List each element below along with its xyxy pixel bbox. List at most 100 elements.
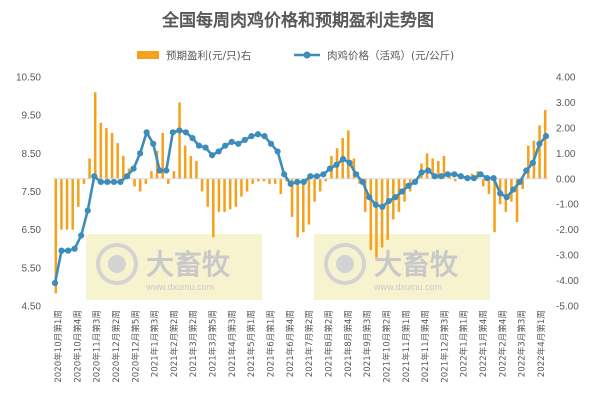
profit-bar xyxy=(138,178,142,192)
profit-bar xyxy=(65,178,69,230)
profit-bar xyxy=(538,125,541,179)
profit-bar xyxy=(268,178,271,184)
profit-bar xyxy=(77,178,80,207)
profit-bar xyxy=(347,130,350,179)
profit-bar xyxy=(290,178,294,217)
price-point xyxy=(123,173,131,180)
x-tick-label: 2020年12月第2周 xyxy=(110,310,122,383)
right-tick-label: -2.00 xyxy=(556,225,579,236)
x-tick-label: 2021年8月第4周 xyxy=(342,310,354,377)
price-point xyxy=(110,178,118,186)
price-point xyxy=(536,140,543,147)
price-point xyxy=(261,133,268,140)
price-point xyxy=(372,201,379,208)
x-tick-label: 2021年12月第3周 xyxy=(438,310,450,383)
profit-bar xyxy=(521,178,524,189)
price-point xyxy=(516,178,523,186)
price-point xyxy=(267,140,275,147)
x-tick-label: 2021年1月第3周 xyxy=(149,310,161,377)
price-point xyxy=(71,245,78,252)
profit-bar xyxy=(99,122,103,179)
profit-bar xyxy=(527,145,530,179)
x-tick-label: 2021年10月第2周 xyxy=(380,310,392,383)
profit-bar xyxy=(133,178,136,187)
price-point xyxy=(523,167,530,174)
profit-bar xyxy=(262,178,266,182)
profit-bar xyxy=(313,178,316,202)
profit-bar xyxy=(217,178,221,212)
profit-bar xyxy=(82,178,86,184)
x-tick-label: 2021年2月第2周 xyxy=(168,310,180,377)
price-point xyxy=(169,129,176,136)
profit-bar xyxy=(437,160,440,179)
profit-bar xyxy=(380,178,384,248)
profit-bar xyxy=(358,178,361,184)
profit-bar xyxy=(487,178,491,195)
price-point xyxy=(137,150,144,157)
price-point xyxy=(477,171,484,178)
x-tick-label: 2021年11月第1周 xyxy=(400,310,412,383)
profit-bar xyxy=(318,178,322,192)
price-point xyxy=(163,167,170,174)
x-tick-label: 2021年7月第2周 xyxy=(303,310,315,377)
price-point xyxy=(529,159,537,166)
price-point xyxy=(470,175,478,182)
x-tick-label: 2020年11月第3周 xyxy=(91,310,103,383)
x-tick-label: 2020年10月第4周 xyxy=(71,310,83,383)
profit-bar xyxy=(150,171,153,179)
x-axis: 2020年10月第1周 2020年10月第4周 2020年11月第3周 2020年12… xyxy=(52,310,547,383)
price-point xyxy=(235,140,242,147)
profit-bar xyxy=(183,145,187,179)
left-tick-label: 4.50 xyxy=(22,302,42,313)
legend-line-label: 肉鸡价格（活鸡）(元/公斤) xyxy=(327,49,454,62)
profit-bar xyxy=(60,178,63,230)
profit-bar xyxy=(425,153,429,179)
profit-bar xyxy=(116,143,119,179)
profit-bar xyxy=(493,178,496,233)
profit-bar xyxy=(144,178,148,184)
left-tick-label: 7.50 xyxy=(22,187,42,198)
price-line xyxy=(51,127,550,287)
price-point xyxy=(339,155,347,163)
price-point xyxy=(156,167,163,174)
watermark-logo-ring xyxy=(96,243,138,285)
price-point xyxy=(78,232,85,239)
left-tick-label: 8.50 xyxy=(22,149,42,160)
profit-bar xyxy=(369,178,373,251)
right-tick-label: 2.00 xyxy=(556,123,576,134)
price-point xyxy=(313,173,320,180)
price-point xyxy=(215,148,222,155)
left-tick-label: 5.50 xyxy=(22,263,42,274)
price-point xyxy=(444,171,451,178)
left-axis: 4.50 5.50 6.50 7.50 8.50 9.50 10.50 xyxy=(16,73,41,313)
price-line-path xyxy=(53,129,547,284)
price-point xyxy=(464,175,471,182)
profit-bar xyxy=(453,178,457,182)
price-point xyxy=(84,207,91,214)
x-tick-label: 2021年4月第3周 xyxy=(226,310,238,377)
price-point xyxy=(320,171,327,178)
price-point xyxy=(457,173,464,180)
price-point xyxy=(385,197,392,205)
price-point xyxy=(254,131,262,138)
right-tick-label: 4.00 xyxy=(556,73,576,84)
legend-bar-label: 预期盈利(元/只)右 xyxy=(166,49,251,62)
legend: 预期盈利(元/只)右 肉鸡价格（活鸡）(元/公斤) xyxy=(137,49,454,62)
price-point xyxy=(274,148,281,155)
price-point xyxy=(97,178,104,186)
profit-bar xyxy=(273,178,277,184)
price-point xyxy=(503,194,510,201)
profit-bar xyxy=(251,178,254,184)
right-tick-label: -3.00 xyxy=(556,251,579,262)
watermark-text: 大畜牧 xyxy=(146,248,231,281)
price-point xyxy=(438,173,445,180)
price-point xyxy=(104,178,111,186)
price-point xyxy=(307,173,314,180)
x-tick-label: 2021年11月第4周 xyxy=(419,310,431,383)
profit-bar xyxy=(363,178,367,212)
price-point xyxy=(405,182,412,189)
profit-bar xyxy=(93,92,97,179)
x-tick-label: 2021年9月第3周 xyxy=(361,310,373,377)
price-point xyxy=(483,175,491,182)
